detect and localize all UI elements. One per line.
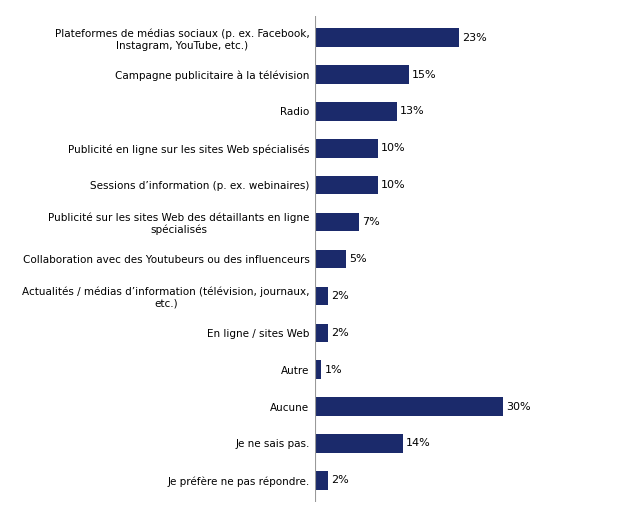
Bar (315, 286, 327, 305)
Text: 14%: 14% (406, 438, 431, 449)
Bar (315, 65, 409, 84)
Text: 15%: 15% (412, 69, 437, 80)
Bar (315, 102, 397, 121)
Text: 13%: 13% (400, 106, 424, 117)
Text: 10%: 10% (381, 180, 406, 190)
Bar (315, 28, 459, 47)
Bar (315, 176, 378, 194)
Text: 7%: 7% (362, 217, 380, 227)
Text: 1%: 1% (325, 365, 342, 375)
Bar (315, 361, 322, 379)
Bar (315, 213, 359, 232)
Text: 10%: 10% (381, 143, 406, 153)
Text: 2%: 2% (331, 328, 349, 338)
Bar (315, 397, 503, 416)
Bar (315, 434, 403, 453)
Bar (315, 471, 327, 490)
Text: 5%: 5% (350, 254, 367, 264)
Bar (315, 324, 327, 342)
Bar (315, 250, 347, 268)
Text: 23%: 23% (462, 33, 487, 42)
Text: 2%: 2% (331, 476, 349, 485)
Bar (315, 139, 378, 157)
Text: 30%: 30% (506, 401, 531, 412)
Text: 2%: 2% (331, 291, 349, 301)
